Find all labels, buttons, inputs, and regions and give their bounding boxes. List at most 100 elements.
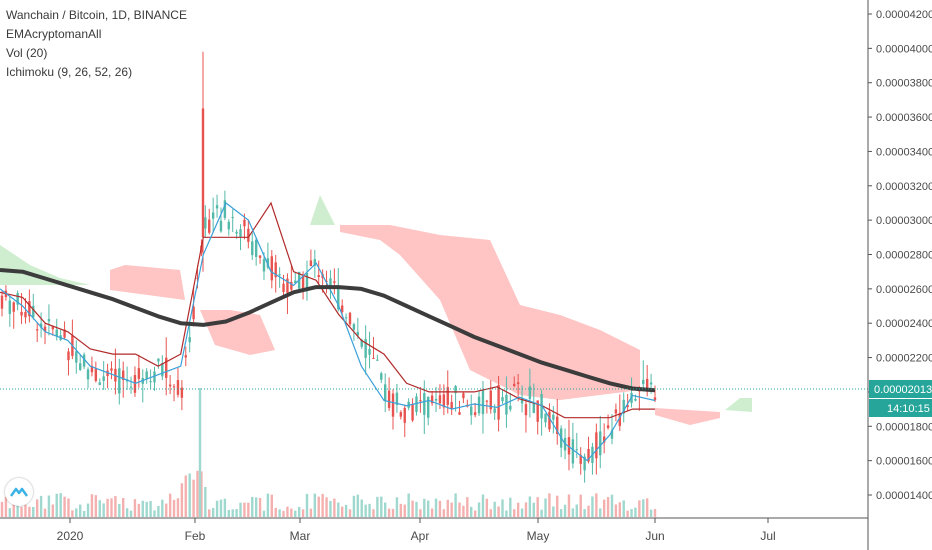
candle-body [133, 375, 137, 393]
candle-body [532, 403, 535, 413]
cloud-bear [655, 408, 720, 425]
cloud-bull [310, 195, 335, 225]
volume-bar [63, 496, 66, 517]
candle-body [544, 413, 547, 423]
x-tick-label: Feb [185, 529, 206, 543]
candle-body [176, 380, 180, 395]
volume-bar [313, 493, 317, 517]
volume-indicator-label[interactable]: Vol (20) [6, 46, 48, 60]
volume-bar [262, 510, 266, 517]
volume-bar [466, 497, 469, 517]
volume-bar [266, 493, 270, 517]
candle-body [223, 200, 227, 218]
volume-bar [403, 504, 406, 517]
candle-body [645, 378, 649, 392]
volume-bar [106, 498, 109, 517]
volume-bar [489, 509, 492, 517]
candle-body [540, 394, 543, 419]
candle-body [251, 241, 254, 256]
candle-body [419, 400, 422, 402]
volume-bar [516, 502, 520, 517]
volume-bar [176, 498, 180, 517]
candle-body [356, 331, 360, 336]
candle-body [509, 405, 512, 410]
volume-bar [348, 509, 352, 517]
candle-body [313, 259, 317, 266]
volume-bar [122, 498, 125, 517]
candle-body [423, 393, 426, 415]
candle-body [79, 363, 82, 370]
ichimoku-indicator-label[interactable]: Ichimoku (9, 26, 52, 26) [6, 65, 133, 79]
candle-body [211, 212, 215, 219]
volume-bar [223, 498, 227, 517]
x-tick-label: 2020 [57, 529, 84, 543]
volume-bar [477, 502, 481, 517]
y-tick-label: 0.00001400 [876, 490, 932, 502]
candle-body [520, 398, 524, 404]
tradingview-logo-icon[interactable] [5, 478, 33, 506]
volume-bar [407, 493, 410, 517]
volume-bar [411, 500, 414, 517]
volume-bar [211, 507, 215, 517]
volume-bar [98, 500, 101, 517]
candle-body [528, 386, 532, 399]
volume-bar [552, 506, 555, 517]
candle-body [462, 393, 465, 399]
x-tick-label: Mar [290, 529, 311, 543]
y-tick-label: 0.00003200 [876, 181, 932, 193]
volume-bar [442, 509, 446, 517]
volume-bar [430, 508, 434, 517]
volume-bar [544, 498, 547, 517]
volume-bar [395, 497, 399, 517]
candle-body [395, 392, 399, 405]
ichimoku-cloud [0, 195, 752, 425]
candle-body [340, 305, 344, 312]
y-tick-label: 0.00003800 [876, 78, 932, 90]
candle-body [505, 394, 508, 415]
volume-bar [638, 500, 641, 517]
symbol-title[interactable]: Wanchain / Bitcoin, 1D, BINANCE [6, 8, 187, 22]
candle-body [145, 371, 148, 379]
candle-body [567, 437, 571, 455]
candle-body [438, 395, 442, 404]
volume-bar [356, 494, 360, 517]
volume-bar [419, 509, 422, 517]
volume-bar [102, 503, 105, 517]
candle-body [470, 406, 473, 416]
candle-body [329, 278, 332, 287]
candle-body [618, 413, 622, 426]
candle-body [642, 379, 645, 385]
volume-bar [184, 475, 187, 517]
volume-bar [200, 471, 203, 517]
candle-body [602, 436, 606, 443]
volume-bar [145, 501, 148, 517]
volume-bar [149, 501, 152, 517]
volume-bar [344, 504, 348, 517]
y-tick-label: 0.00001600 [876, 456, 932, 468]
candle-body [524, 404, 528, 416]
volume-bar [352, 495, 356, 517]
volume-bar [579, 494, 582, 517]
volume-bar [434, 498, 438, 517]
candle-body [501, 397, 504, 402]
volume-bar [599, 508, 602, 517]
candle-body [219, 220, 223, 232]
candle-body [305, 272, 309, 289]
candle-body [317, 275, 320, 278]
candle-body [606, 425, 610, 429]
candle-body [282, 283, 285, 292]
candle-body [165, 357, 168, 378]
candle-body [294, 280, 297, 284]
volume-bar [188, 473, 191, 517]
ema-indicator-label[interactable]: EMAcryptomanAll [6, 27, 102, 41]
x-tick-label: May [527, 529, 550, 543]
candle-body [239, 229, 242, 238]
volume-bar [0, 501, 4, 517]
candle-body [63, 329, 66, 338]
y-tick-label: 0.00003000 [876, 215, 932, 227]
candle-body [430, 395, 434, 404]
volume-bar [114, 496, 117, 517]
volume-bar [391, 508, 395, 517]
volume-bar [110, 498, 113, 517]
